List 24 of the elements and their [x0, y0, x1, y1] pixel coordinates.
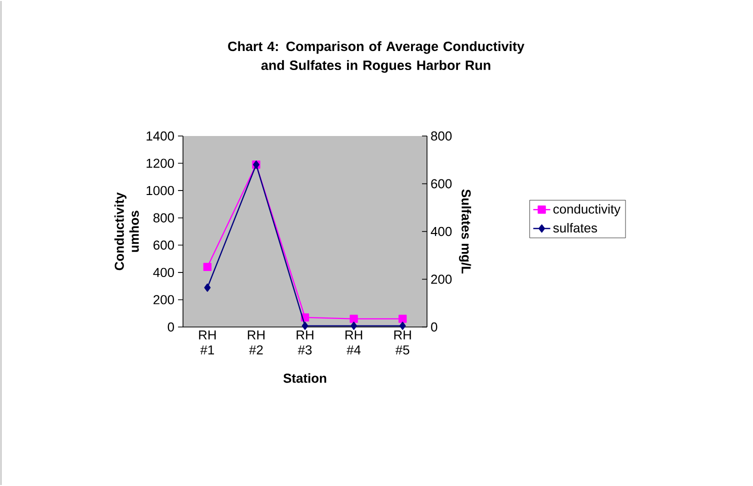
- y2-axis-title: Sulfates mg/L: [458, 189, 472, 274]
- y2-tick-label: 200: [431, 274, 452, 284]
- x-tick-label: RH #4: [346, 330, 362, 354]
- x-tick-label: RH #1: [199, 330, 216, 354]
- y2-tick-label: 0: [431, 322, 438, 332]
- y-tick-label: 400: [153, 268, 174, 278]
- x-axis-title: Station: [283, 373, 326, 383]
- y-tick-label: 1400: [146, 131, 174, 141]
- y2-tick-label: 800: [431, 131, 452, 141]
- y2-tick-label: 600: [431, 179, 452, 188]
- y2-tick-label: 400: [430, 226, 452, 236]
- legend-label: conductivity: [553, 204, 620, 216]
- y-tick-label: 200: [154, 295, 174, 304]
- x-tick-label: RH #2: [248, 330, 264, 354]
- chart-title: Chart 4: Comparison of Average Conductivity and Sulfates in Rogues Harbor Run: [228, 41, 524, 73]
- y-tick-label: 800: [153, 213, 174, 222]
- y-tick-label: 1000: [146, 186, 174, 196]
- y-tick-label: 600: [154, 240, 174, 250]
- y-axis-title: Conductivity umhos: [114, 192, 139, 270]
- x-tick-label: RH #5: [394, 330, 411, 354]
- y-tick-label: 0: [168, 322, 174, 332]
- y-tick-label: 1200: [146, 158, 174, 168]
- legend-label: sulfates: [553, 223, 598, 233]
- x-tick-label: RH #3: [296, 330, 314, 354]
